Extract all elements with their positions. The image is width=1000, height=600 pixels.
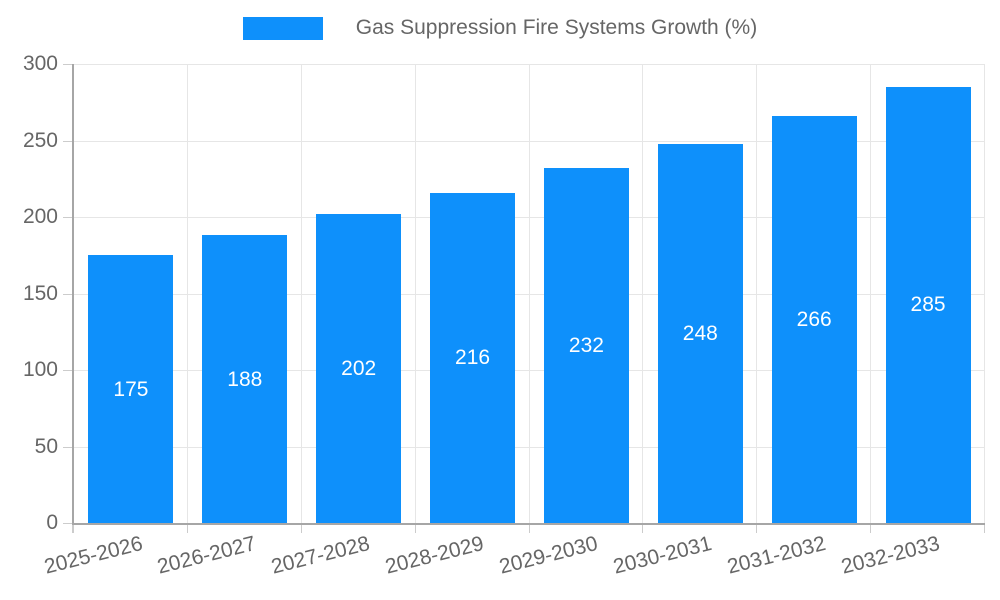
bar[interactable]: 248 — [657, 143, 743, 523]
axis-tick — [63, 446, 74, 448]
bar[interactable]: 216 — [430, 192, 516, 523]
x-axis-label: 2025-2026 — [41, 532, 145, 579]
axis-tick — [63, 370, 74, 371]
axis-tick — [63, 217, 74, 218]
x-axis-label: 2029-2030 — [496, 532, 601, 579]
y-axis-label: 200 — [22, 205, 58, 228]
gridline — [300, 64, 302, 523]
bar[interactable]: 266 — [771, 116, 857, 523]
x-axis-label: 2027-2028 — [269, 532, 373, 579]
bar[interactable]: 232 — [543, 168, 629, 523]
gridline — [642, 64, 644, 523]
x-axis-label: 2031-2032 — [724, 532, 828, 579]
gridline — [756, 64, 758, 523]
axis-tick — [186, 523, 188, 533]
gridline — [870, 64, 872, 523]
legend-label: Gas Suppression Fire Systems Growth (%) — [355, 16, 758, 39]
gridline — [74, 64, 985, 65]
axis-tick — [870, 523, 872, 533]
bar[interactable]: 202 — [316, 213, 402, 523]
bar-value-label: 232 — [568, 334, 604, 357]
bar[interactable]: 188 — [202, 235, 288, 523]
axis-tick — [63, 140, 74, 142]
gridline — [74, 140, 985, 142]
axis-tick — [63, 523, 74, 524]
y-axis-label: 300 — [22, 52, 58, 75]
axis-tick — [63, 293, 74, 295]
axis-tick — [300, 523, 302, 533]
x-axis-label: 2032-2033 — [838, 532, 942, 579]
gridline — [74, 293, 985, 295]
bar-value-label: 202 — [341, 356, 377, 380]
x-axis-label: 2030-2031 — [610, 532, 714, 579]
bar-value-label: 285 — [910, 293, 946, 317]
axis-tick — [984, 523, 985, 533]
axis-tick — [72, 523, 74, 533]
gridline — [74, 370, 985, 371]
y-axis-label: 50 — [34, 434, 58, 458]
bar-value-label: 248 — [682, 321, 718, 345]
axis-tick — [63, 64, 74, 65]
bar[interactable]: 285 — [885, 86, 971, 523]
axis-tick — [756, 523, 758, 533]
gridline — [74, 217, 985, 218]
x-axis-label: 2028-2029 — [383, 532, 487, 579]
gridline — [984, 64, 985, 523]
y-axis-label: 250 — [22, 128, 58, 152]
x-axis-line — [72, 523, 985, 525]
axis-tick — [414, 523, 416, 533]
axis-tick — [528, 523, 530, 533]
legend-item[interactable]: Gas Suppression Fire Systems Growth (%) — [0, 16, 1000, 40]
gridline — [186, 64, 188, 523]
gridline — [74, 446, 985, 448]
y-axis-line — [72, 64, 74, 523]
legend-swatch-icon — [242, 16, 323, 40]
x-axis-label: 2026-2027 — [155, 532, 259, 579]
bar-value-label: 188 — [227, 367, 263, 391]
axis-tick — [642, 523, 644, 533]
y-axis-label: 150 — [22, 281, 58, 305]
bar-value-label: 266 — [796, 308, 832, 331]
y-axis-label: 100 — [22, 358, 58, 381]
gridline — [528, 64, 530, 523]
y-axis-label: 0 — [46, 511, 58, 534]
gridline — [414, 64, 416, 523]
bar-value-label: 175 — [113, 377, 149, 401]
bar[interactable]: 175 — [88, 255, 174, 523]
bar-value-label: 216 — [455, 346, 491, 370]
